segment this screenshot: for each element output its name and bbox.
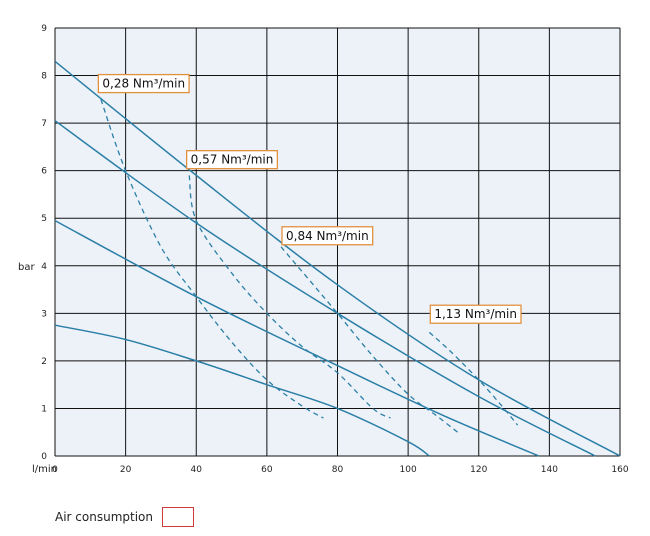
x-axis-label: l/min [32, 464, 57, 475]
air-consumption-curve-1 [100, 99, 324, 419]
x-tick-label: 80 [332, 465, 344, 475]
x-tick-label: 60 [261, 465, 273, 475]
x-tick-label: 20 [120, 465, 132, 475]
x-tick-label: 40 [191, 465, 203, 475]
chart: 0 20 40 60 80 100 120 140 160 0 1 2 3 4 5 6 7 8 9 bar l/mi… [18, 24, 629, 475]
pump-curve-2 [54, 120, 596, 457]
callout-box [97, 73, 190, 94]
x-tick-label: 160 [611, 465, 628, 475]
callout-3: 0,84 Nm³/min [281, 226, 374, 246]
callout-label: 0,84 Nm³/min [286, 229, 369, 243]
callout-box [429, 304, 522, 324]
callout-box [281, 226, 374, 246]
y-tick-label: 3 [41, 309, 47, 319]
y-axis-label: bar [18, 262, 35, 273]
callout-4: 1,13 Nm³/min [429, 304, 522, 324]
x-tick-label: 120 [470, 465, 487, 475]
y-tick-label: 1 [41, 404, 47, 414]
x-tick-label: 140 [541, 465, 558, 475]
y-tick-label: 5 [41, 214, 47, 224]
legend: Air consumption [55, 507, 194, 527]
callout-label: 0,28 Nm³/min [102, 77, 185, 91]
y-tick-label: 0 [41, 452, 47, 462]
tick-labels: 0 20 40 60 80 100 120 140 160 0 1 2 3 4 5 6 7 8 9 [41, 24, 629, 475]
callout-box [186, 150, 278, 170]
callout-label: 1,13 Nm³/min [434, 307, 517, 321]
callout-1: 0,28 Nm³/min [97, 73, 190, 94]
x-tick-label: 0 [52, 465, 58, 475]
callout-2: 0,57 Nm³/min [186, 150, 278, 170]
pump-curve-3 [54, 219, 540, 457]
x-tick-label: 100 [400, 465, 417, 475]
pump-curve-4 [54, 324, 430, 457]
pump-curves [54, 60, 621, 457]
y-tick-label: 4 [41, 262, 47, 272]
y-tick-label: 2 [41, 357, 47, 367]
air-consumption-callouts: 0,28 Nm³/min 0,57 Nm³/min 0,84 Nm³/min 1,13… [97, 73, 522, 324]
y-tick-label: 8 [41, 72, 47, 82]
legend-label: Air consumption [55, 510, 153, 524]
air-consumption-curves [100, 99, 519, 433]
y-tick-label: 7 [41, 119, 47, 129]
air-consumption-curve-4 [428, 331, 519, 426]
callout-label: 0,57 Nm³/min [191, 153, 274, 167]
legend-swatch [162, 507, 194, 527]
y-tick-label: 6 [41, 167, 47, 177]
y-tick-label: 9 [41, 24, 47, 34]
pump-curve-1 [54, 60, 621, 457]
